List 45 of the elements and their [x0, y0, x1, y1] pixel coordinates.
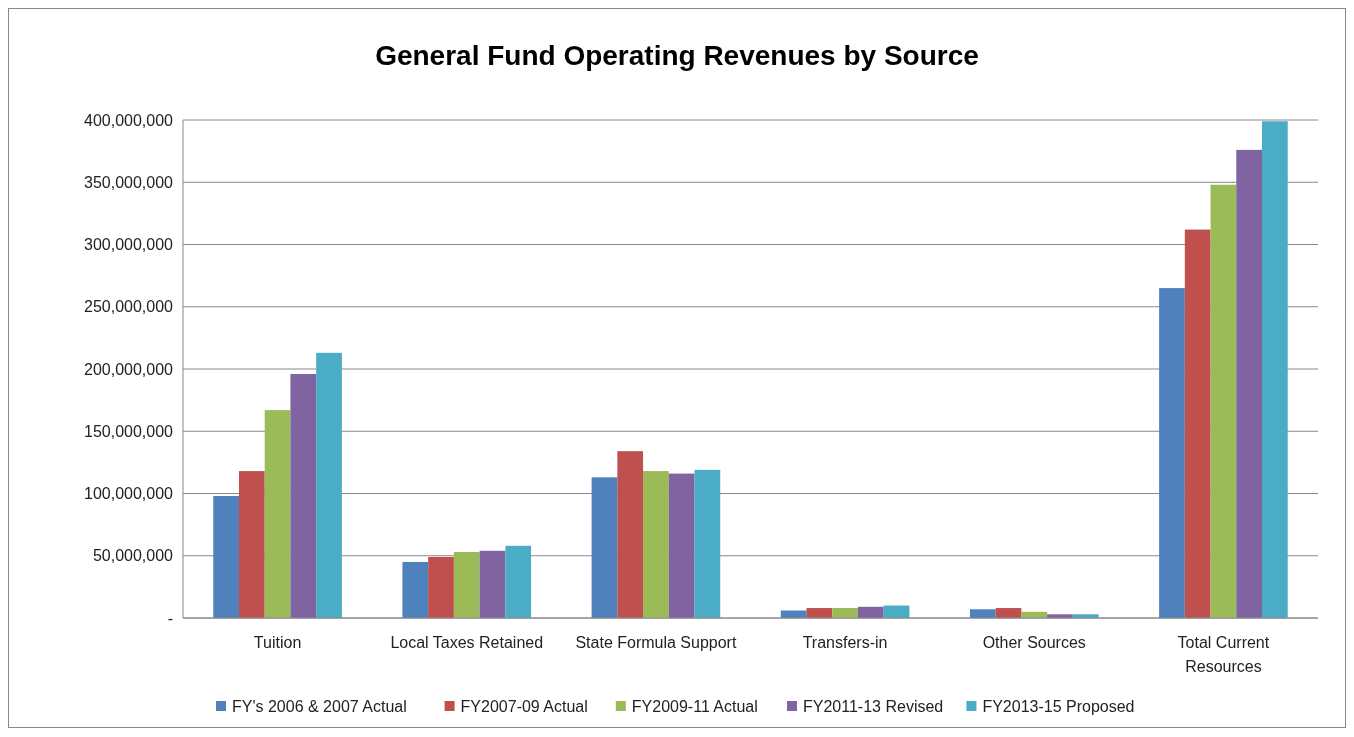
bar: [694, 469, 721, 618]
bar: [1262, 121, 1288, 618]
x-tick-label: Total Current Resources: [1177, 634, 1270, 675]
bar: [1159, 288, 1185, 618]
bar: [969, 609, 996, 618]
y-tick-label: 100,000,000: [84, 485, 174, 503]
bar: [238, 471, 265, 618]
bar: [591, 477, 618, 618]
bar: [806, 608, 833, 618]
x-tick-label: State Formula Support: [575, 634, 737, 651]
y-tick-label: 400,000,000: [84, 111, 174, 129]
bar: [1236, 149, 1263, 618]
chart-title: General Fund Operating Revenues by Source: [375, 40, 979, 71]
x-tick-label: Transfers-in: [802, 634, 888, 651]
bar: [479, 550, 506, 618]
bar: [505, 545, 532, 618]
bar: [643, 471, 669, 618]
x-tick-label: Other Sources: [982, 634, 1086, 651]
bar: [264, 410, 291, 618]
legend-label: FY2009-11 Actual: [631, 698, 758, 715]
bar: [1184, 229, 1211, 618]
x-tick-label: Tuition: [253, 634, 302, 651]
bar: [290, 373, 317, 618]
bar: [213, 495, 239, 618]
legend-label: FY2007-09 Actual: [460, 698, 588, 715]
y-tick-label: 150,000,000: [84, 422, 174, 440]
y-tick-label: -: [167, 609, 173, 627]
y-tick-label: 250,000,000: [84, 298, 174, 316]
bar: [428, 557, 454, 618]
bar: [1210, 184, 1237, 618]
legend-label: FY's 2006 & 2007 Actual: [232, 698, 407, 715]
legend-label: FY2013-15 Proposed: [982, 698, 1135, 715]
y-tick-label: 350,000,000: [84, 173, 174, 191]
bar: [316, 352, 342, 618]
legend-label: FY2011-13 Revised: [803, 698, 944, 715]
bar: [832, 608, 858, 618]
bar: [857, 606, 884, 618]
y-tick-label: 200,000,000: [84, 360, 174, 378]
x-tick-label: Local Taxes Retained: [390, 634, 544, 651]
y-tick-label: 50,000,000: [92, 547, 174, 565]
bar: [453, 552, 480, 618]
y-tick-label: 300,000,000: [84, 236, 174, 254]
bar: [617, 451, 644, 618]
bar: [668, 473, 695, 618]
bar: [402, 561, 429, 618]
